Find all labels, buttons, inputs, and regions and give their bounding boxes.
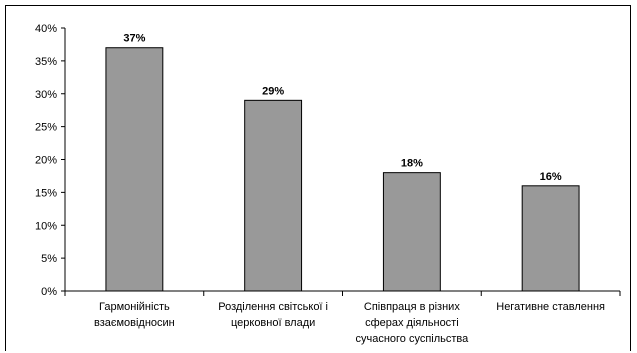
y-tick-label: 10%: [35, 220, 57, 232]
data-labels: 37% 29% 18% 16%: [123, 33, 561, 183]
bar-value-label: 37%: [123, 33, 145, 45]
x-axis: Гармонійність взаємовідносин Розділення св…: [64, 290, 621, 345]
x-category-label: Гармонійність: [99, 301, 170, 313]
y-tick-label: 35%: [35, 56, 57, 68]
bar: [521, 185, 580, 292]
bar-value-label: 18%: [401, 158, 423, 170]
y-tick-label: 30%: [35, 89, 57, 101]
x-category-label: сферах діяльності: [365, 317, 459, 329]
x-category-label: взаємовідносин: [94, 317, 175, 329]
y-axis: 0% 5% 10% 15% 20% 25% 30% 35% 40%: [35, 23, 66, 298]
x-category-label: Негативне ставлення: [496, 301, 605, 313]
bar-value-label: 29%: [262, 85, 284, 97]
y-tick-label: 25%: [35, 122, 57, 134]
bar: [382, 172, 441, 292]
bar: [244, 99, 303, 292]
y-tick-label: 15%: [35, 187, 57, 199]
bars: [105, 47, 580, 292]
x-category-label: Співпраця в різних: [364, 301, 460, 313]
y-tick-label: 5%: [41, 253, 57, 265]
bar-value-label: 16%: [540, 171, 562, 183]
x-category-label: церковної влади: [231, 317, 315, 329]
y-tick-label: 0%: [41, 286, 57, 298]
bar: [105, 47, 164, 292]
x-category-label: сучасного суспільства: [355, 333, 469, 345]
x-category-label: Розділення світської і: [218, 301, 328, 313]
y-tick-label: 20%: [35, 155, 57, 167]
y-tick-label: 40%: [35, 23, 57, 35]
